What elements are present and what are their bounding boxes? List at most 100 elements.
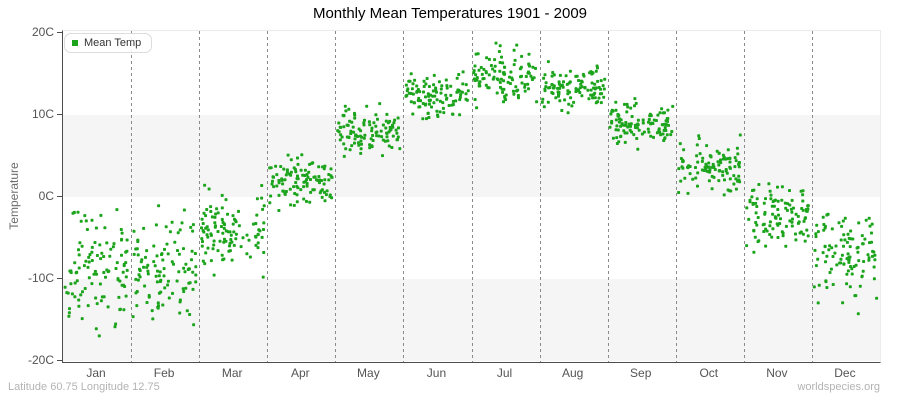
data-point bbox=[385, 112, 389, 116]
data-point bbox=[814, 232, 818, 236]
data-point bbox=[411, 112, 415, 116]
y-tick-label: 20C bbox=[31, 25, 54, 39]
data-point bbox=[288, 187, 292, 191]
data-point bbox=[406, 87, 410, 91]
data-point bbox=[281, 189, 285, 193]
data-point bbox=[753, 235, 757, 239]
data-point bbox=[454, 99, 458, 103]
data-point bbox=[863, 237, 867, 241]
data-point bbox=[432, 73, 436, 77]
data-point bbox=[633, 97, 637, 101]
data-point bbox=[594, 101, 598, 105]
data-point bbox=[359, 134, 362, 138]
data-point bbox=[671, 104, 675, 108]
data-point bbox=[704, 167, 708, 171]
data-point bbox=[90, 250, 94, 254]
data-point bbox=[205, 233, 209, 237]
data-point bbox=[303, 168, 307, 172]
data-point bbox=[824, 260, 827, 264]
data-point bbox=[220, 253, 224, 257]
data-point bbox=[616, 112, 620, 116]
data-point bbox=[682, 148, 686, 152]
data-point bbox=[214, 212, 218, 216]
data-point bbox=[752, 228, 756, 232]
data-point bbox=[204, 214, 208, 218]
data-point bbox=[212, 239, 216, 243]
data-point bbox=[491, 67, 495, 71]
data-point bbox=[341, 113, 345, 117]
data-point bbox=[220, 218, 224, 221]
data-point bbox=[95, 254, 99, 257]
data-point bbox=[843, 238, 847, 242]
data-point bbox=[717, 163, 721, 167]
data-point bbox=[567, 81, 571, 85]
data-point bbox=[815, 223, 819, 227]
data-point bbox=[175, 279, 179, 283]
data-point bbox=[523, 83, 527, 87]
data-point bbox=[305, 184, 309, 188]
data-point bbox=[138, 275, 142, 279]
data-point bbox=[849, 265, 852, 268]
legend-label: Mean Temp bbox=[84, 37, 142, 49]
data-point bbox=[182, 247, 185, 251]
data-point bbox=[762, 230, 766, 233]
data-point bbox=[589, 88, 593, 92]
data-point bbox=[90, 259, 94, 262]
data-point bbox=[394, 128, 398, 132]
data-point bbox=[295, 200, 299, 204]
data-point bbox=[875, 296, 879, 300]
data-point bbox=[390, 146, 394, 149]
data-point bbox=[66, 291, 70, 295]
data-point bbox=[275, 173, 279, 177]
data-point bbox=[193, 252, 197, 255]
data-point bbox=[309, 190, 313, 194]
data-point bbox=[75, 279, 79, 283]
data-point bbox=[461, 82, 465, 86]
data-point bbox=[209, 210, 213, 213]
data-point bbox=[609, 112, 613, 116]
data-point bbox=[344, 147, 348, 151]
data-point bbox=[656, 113, 660, 117]
data-point bbox=[683, 176, 687, 180]
data-point bbox=[499, 77, 503, 81]
data-point bbox=[99, 299, 103, 303]
data-point bbox=[309, 178, 312, 181]
data-point bbox=[325, 189, 329, 193]
data-point bbox=[527, 52, 531, 56]
data-point bbox=[296, 162, 300, 166]
data-point bbox=[201, 240, 204, 243]
data-point bbox=[657, 129, 661, 133]
data-point bbox=[698, 152, 702, 156]
data-point bbox=[458, 98, 462, 102]
data-point bbox=[570, 104, 574, 108]
data-point bbox=[732, 174, 736, 178]
data-point bbox=[531, 65, 535, 69]
data-point bbox=[694, 166, 697, 169]
data-point bbox=[634, 101, 638, 105]
data-point bbox=[745, 244, 749, 248]
data-point bbox=[751, 189, 754, 192]
data-point bbox=[421, 117, 425, 121]
data-point bbox=[781, 234, 785, 238]
data-point bbox=[323, 199, 327, 203]
data-point bbox=[660, 107, 664, 111]
data-point bbox=[356, 135, 360, 138]
data-point bbox=[441, 106, 445, 110]
data-point bbox=[856, 250, 860, 254]
data-point bbox=[717, 179, 721, 183]
data-point bbox=[415, 84, 419, 88]
data-point bbox=[311, 161, 315, 165]
data-point bbox=[486, 86, 490, 90]
data-point bbox=[224, 198, 228, 202]
data-point bbox=[717, 151, 721, 155]
data-point bbox=[435, 98, 439, 102]
data-point bbox=[203, 262, 207, 266]
data-point bbox=[599, 87, 602, 91]
data-point bbox=[87, 260, 91, 264]
data-point bbox=[830, 246, 834, 250]
data-point bbox=[200, 217, 204, 221]
data-point bbox=[204, 251, 208, 255]
data-point bbox=[511, 89, 515, 93]
data-point bbox=[221, 258, 225, 262]
